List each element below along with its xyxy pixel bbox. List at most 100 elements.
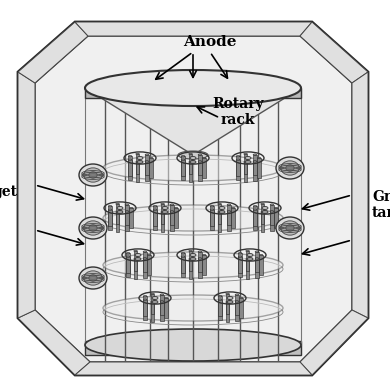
Polygon shape [170,205,174,225]
Ellipse shape [219,206,225,209]
Ellipse shape [276,217,304,239]
Ellipse shape [259,254,263,256]
Polygon shape [235,295,239,315]
Polygon shape [300,22,368,83]
Ellipse shape [244,161,247,163]
Polygon shape [18,22,88,83]
Ellipse shape [227,301,233,303]
Ellipse shape [270,211,274,212]
Polygon shape [236,156,240,176]
Ellipse shape [129,207,133,209]
Text: Rotary
rack: Rotary rack [212,97,264,127]
Ellipse shape [247,257,253,261]
Ellipse shape [274,207,278,209]
Ellipse shape [227,296,233,300]
Polygon shape [198,155,202,175]
Polygon shape [126,253,130,273]
Polygon shape [108,210,112,230]
Ellipse shape [152,301,158,303]
Ellipse shape [89,275,97,281]
Ellipse shape [79,164,107,186]
Polygon shape [144,296,147,316]
Polygon shape [244,154,247,174]
Ellipse shape [261,203,264,205]
Ellipse shape [134,250,137,252]
Text: get: get [0,185,17,199]
Ellipse shape [144,296,147,297]
Ellipse shape [227,204,230,206]
Ellipse shape [128,156,132,157]
Polygon shape [143,252,147,272]
Ellipse shape [202,254,206,256]
Ellipse shape [218,203,221,205]
Ellipse shape [227,211,230,212]
Ellipse shape [144,299,147,301]
Ellipse shape [219,211,225,213]
Polygon shape [189,251,192,271]
Ellipse shape [189,161,192,163]
Ellipse shape [149,157,153,159]
Polygon shape [144,300,147,320]
Ellipse shape [210,209,214,211]
Ellipse shape [174,207,178,209]
Ellipse shape [238,256,242,257]
Polygon shape [85,88,301,98]
Polygon shape [129,208,133,228]
Ellipse shape [189,153,192,154]
Polygon shape [108,206,112,226]
Ellipse shape [84,168,102,182]
Polygon shape [85,88,301,155]
Polygon shape [136,162,139,182]
Ellipse shape [253,154,257,156]
Ellipse shape [103,155,283,181]
Polygon shape [236,160,240,180]
Ellipse shape [253,161,257,162]
Ellipse shape [103,295,283,321]
Ellipse shape [238,252,242,254]
Ellipse shape [117,206,123,209]
Ellipse shape [239,297,243,299]
Ellipse shape [147,254,151,256]
Ellipse shape [270,204,274,206]
Polygon shape [270,205,274,225]
Ellipse shape [246,259,249,260]
Ellipse shape [103,205,283,231]
Ellipse shape [135,254,141,257]
Ellipse shape [103,252,283,278]
Ellipse shape [261,211,264,213]
Polygon shape [181,257,185,277]
Polygon shape [227,211,230,231]
Polygon shape [235,301,239,321]
Ellipse shape [198,257,202,259]
Polygon shape [145,155,149,175]
Ellipse shape [276,157,304,179]
Polygon shape [227,205,230,225]
Ellipse shape [198,251,202,252]
Polygon shape [181,160,185,180]
Polygon shape [218,300,222,320]
Polygon shape [189,259,192,279]
Ellipse shape [170,204,174,206]
Polygon shape [164,298,168,318]
Ellipse shape [190,161,196,163]
Polygon shape [161,212,164,232]
Ellipse shape [281,221,299,235]
Ellipse shape [231,207,235,209]
Ellipse shape [151,301,154,303]
Polygon shape [244,162,247,182]
Polygon shape [170,211,174,231]
Ellipse shape [245,156,251,160]
Ellipse shape [116,211,119,213]
Polygon shape [246,259,249,279]
Ellipse shape [135,257,141,261]
Ellipse shape [161,203,164,205]
Polygon shape [189,162,192,182]
Ellipse shape [178,151,208,159]
Polygon shape [238,257,242,277]
Polygon shape [126,257,130,277]
Polygon shape [198,161,202,181]
Ellipse shape [89,172,97,178]
Text: Anode: Anode [183,35,237,49]
Ellipse shape [286,165,294,171]
Polygon shape [239,298,243,318]
